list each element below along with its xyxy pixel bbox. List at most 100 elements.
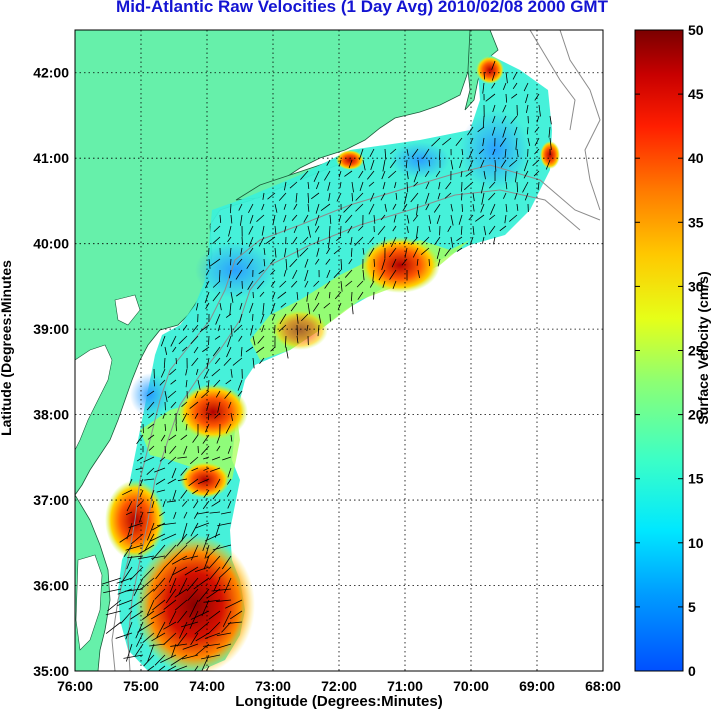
current-vector xyxy=(203,643,221,647)
current-vector xyxy=(315,181,320,190)
current-vector xyxy=(149,533,166,542)
current-vector xyxy=(499,137,507,147)
current-vector xyxy=(176,533,188,547)
current-vector xyxy=(316,236,320,245)
current-vector xyxy=(214,357,221,365)
current-vector xyxy=(127,555,144,559)
current-vector xyxy=(369,280,375,288)
current-vector xyxy=(147,434,155,440)
current-vector xyxy=(155,478,166,485)
current-vector xyxy=(406,148,409,156)
current-vector xyxy=(296,335,299,344)
current-vector xyxy=(358,225,364,231)
current-vector xyxy=(230,412,233,421)
current-vector xyxy=(185,368,188,376)
current-vector xyxy=(549,115,552,125)
current-vector xyxy=(491,60,496,70)
current-vector xyxy=(392,225,397,232)
current-vector xyxy=(182,346,188,352)
current-vector xyxy=(390,236,397,247)
current-vector xyxy=(382,181,386,190)
current-vector xyxy=(221,621,232,633)
current-vector xyxy=(105,610,122,616)
current-vector xyxy=(339,181,342,189)
current-vector xyxy=(316,247,320,257)
current-vector xyxy=(389,269,397,280)
current-vector xyxy=(351,181,354,193)
current-vector xyxy=(212,346,221,357)
current-vector xyxy=(296,313,299,324)
current-vector xyxy=(406,181,409,193)
current-vector xyxy=(261,324,265,333)
current-vector xyxy=(368,181,375,187)
current-vector xyxy=(450,214,454,226)
current-vector xyxy=(202,346,210,353)
current-vector xyxy=(177,456,188,459)
current-vector xyxy=(296,324,298,336)
current-vector xyxy=(369,236,375,243)
current-vector xyxy=(192,489,199,495)
current-vector xyxy=(412,214,419,222)
current-vector xyxy=(142,610,155,620)
current-vector xyxy=(146,390,155,397)
current-vector xyxy=(491,126,496,136)
current-vector xyxy=(395,192,398,200)
current-vector xyxy=(202,500,210,510)
current-vector xyxy=(356,280,364,288)
current-vector xyxy=(327,236,331,249)
current-vector xyxy=(424,170,430,178)
current-vector xyxy=(293,225,298,233)
lat-tick-label: 38:00 xyxy=(33,407,69,423)
current-vector xyxy=(509,159,518,167)
current-vector xyxy=(163,632,177,645)
current-vector xyxy=(245,346,254,353)
current-vector xyxy=(431,137,441,147)
current-vector xyxy=(388,170,397,179)
current-vector xyxy=(334,291,342,300)
current-vector xyxy=(499,225,507,232)
current-vector xyxy=(516,148,519,158)
current-vector xyxy=(229,610,243,620)
current-vector xyxy=(491,71,496,81)
current-vector xyxy=(326,159,331,166)
current-vector xyxy=(204,544,210,559)
current-vector xyxy=(119,533,133,543)
current-vector xyxy=(213,577,221,592)
current-vector xyxy=(381,170,386,180)
current-vector xyxy=(186,577,199,592)
current-vector xyxy=(230,214,233,224)
current-vector xyxy=(359,181,364,191)
current-vector xyxy=(214,412,221,419)
current-vector xyxy=(524,192,529,201)
x-axis-label: Longitude (Degrees:Minutes) xyxy=(235,693,443,710)
current-vector xyxy=(204,632,221,639)
current-vector xyxy=(233,324,243,333)
current-vector xyxy=(270,269,276,275)
lon-tick-label: 68:00 xyxy=(585,678,621,694)
current-vector xyxy=(455,137,463,146)
current-vector xyxy=(203,599,221,603)
current-vector xyxy=(456,247,463,252)
current-vector xyxy=(512,82,518,90)
current-vector xyxy=(289,258,298,268)
current-vector xyxy=(171,566,188,576)
current-vector xyxy=(164,445,167,454)
current-vector xyxy=(252,335,256,346)
current-vector xyxy=(216,643,232,649)
lon-tick-label: 76:00 xyxy=(57,678,93,694)
current-vector xyxy=(206,544,221,559)
current-vector xyxy=(485,93,496,102)
current-vector xyxy=(512,71,518,80)
current-vector xyxy=(366,170,375,180)
current-vector xyxy=(516,203,519,211)
current-vector xyxy=(160,368,166,378)
current-vector xyxy=(164,390,168,402)
current-vector xyxy=(125,643,133,662)
current-vector xyxy=(103,588,122,594)
current-vector xyxy=(201,445,210,455)
current-vector xyxy=(205,665,210,671)
current-vector xyxy=(380,192,386,201)
current-vector xyxy=(230,434,233,442)
current-vector xyxy=(154,467,166,473)
current-vector xyxy=(494,159,497,172)
